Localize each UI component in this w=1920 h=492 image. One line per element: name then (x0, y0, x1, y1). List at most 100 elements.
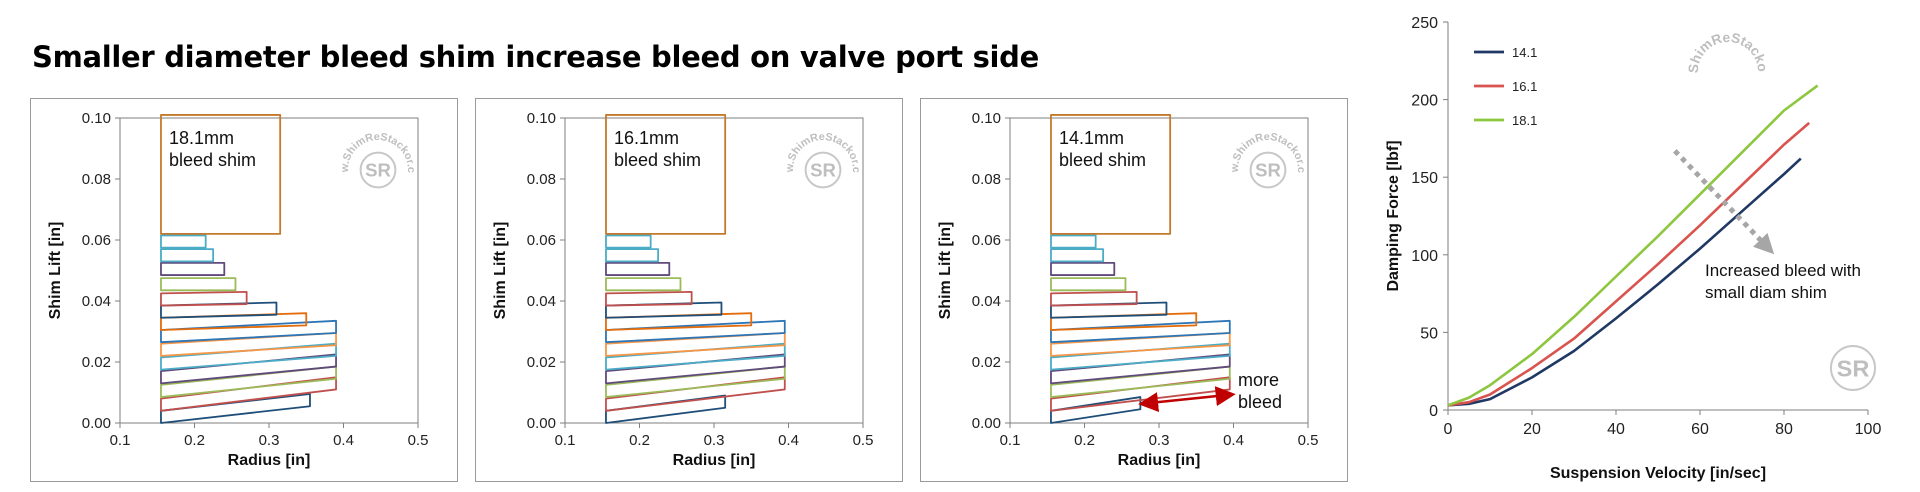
shim-12 (605, 261, 671, 276)
x-tick-label: 0.2 (184, 432, 205, 449)
shim-stack-chart-14mm: 0.00 0.02 0.04 0.06 0.08 0.10 0.1 0.2 0.3 0.4 0.5 R… (920, 98, 1348, 482)
shimrestackor-watermark: SR www.ShimReStackor.com (1380, 0, 1877, 392)
y-tick-label: 0.02 (82, 354, 111, 371)
x-tick-label: 0.5 (1298, 432, 1319, 449)
panel-frame (475, 98, 903, 482)
y-tick-label: 0.10 (527, 110, 556, 127)
more-bleed-arrow (1138, 386, 1236, 413)
shim-annotation-line: 14.1mm (1059, 128, 1124, 148)
watermark-logo-text: SR (1255, 160, 1281, 181)
shim-stack (605, 114, 786, 424)
y-tick-label: 0.06 (82, 232, 111, 249)
y-tick-label: 250 (1411, 15, 1438, 32)
shim-8 (1050, 312, 1198, 331)
x-tick-label: 100 (1855, 421, 1882, 438)
y-axis-label: Damping Force [lbf] (1385, 140, 1402, 291)
shim-13 (160, 248, 215, 263)
x-tick-label: 60 (1691, 421, 1709, 438)
x-tick-label: 0.4 (778, 432, 799, 449)
y-tick-label: 0.10 (82, 110, 111, 127)
shim-annotation-line: 16.1mm (614, 128, 679, 148)
y-tick-label: 0.10 (972, 110, 1001, 127)
shim-9 (160, 301, 278, 319)
watermark-url: www.ShimReStackor.com (1380, 0, 1770, 74)
y-tick-label: 0.06 (972, 232, 1001, 249)
shim-7 (605, 319, 786, 344)
shim-1 (605, 394, 727, 424)
legend-label: 18.1 (1512, 113, 1537, 128)
shim-12 (1050, 261, 1116, 276)
y-tick-label: 0.08 (82, 171, 111, 188)
y-axis-label: Shim Lift [in] (937, 222, 954, 320)
x-tick-label: 20 (1523, 421, 1541, 438)
shim-11 (605, 277, 682, 292)
x-tick-label: 40 (1607, 421, 1625, 438)
shim-8 (605, 312, 753, 331)
page-title: Smaller diameter bleed shim increase ble… (32, 40, 1040, 74)
shim-stack (1050, 114, 1231, 424)
shim-15 (1050, 114, 1172, 235)
x-axis-label: Radius [in] (673, 452, 756, 469)
series-line-18.1 (1447, 84, 1819, 407)
panel-frame (30, 98, 458, 482)
shim-annotation-line: bleed shim (614, 150, 701, 170)
shim-stack-svg: 0.00 0.02 0.04 0.06 0.08 0.10 0.1 0.2 0.3 0.4 0.5 R… (920, 98, 1348, 482)
y-tick-label: 100 (1411, 248, 1438, 265)
watermark-ring (1249, 151, 1287, 189)
x-tick-label: 0.3 (704, 432, 725, 449)
shim-14 (160, 234, 207, 249)
watermark-logo-text: SR (1837, 355, 1870, 381)
y-tick-label: 0.08 (972, 171, 1001, 188)
x-tick-label: 0.4 (333, 432, 354, 449)
shim-12 (160, 261, 226, 276)
watermark-ring (1829, 344, 1877, 392)
legend-label: 14.1 (1512, 45, 1537, 60)
y-tick-label: 150 (1411, 170, 1438, 187)
y-tick-label: 0.04 (82, 293, 111, 310)
bleed-trend-arrow (1672, 149, 1775, 255)
watermark-text: www.ShimReStackor.com (1380, 0, 1770, 74)
shim-11 (1050, 277, 1127, 292)
shim-14 (605, 234, 652, 249)
y-tick-label: 0.08 (527, 171, 556, 188)
shim-8 (160, 312, 308, 331)
y-tick-label: 200 (1411, 93, 1438, 110)
shim-annotation-line: 18.1mm (169, 128, 234, 148)
y-tick-label: 50 (1420, 325, 1438, 342)
shim-7 (160, 319, 337, 344)
y-axis-label: Shim Lift [in] (47, 222, 64, 320)
shim-stack-svg: 0.00 0.02 0.04 0.06 0.08 0.10 0.1 0.2 0.3 0.4 0.5 R… (475, 98, 903, 482)
x-axis-label: Suspension Velocity [in/sec] (1550, 465, 1766, 482)
panel-frame (920, 98, 1348, 482)
shim-10 (1050, 290, 1138, 307)
shim-14 (1050, 234, 1097, 249)
x-tick-label: 0.1 (555, 432, 576, 449)
shim-stack-chart-18mm: 0.00 0.02 0.04 0.06 0.08 0.10 0.1 0.2 0.3 0.4 0.5 R… (30, 98, 458, 482)
y-tick-label: 0.00 (82, 415, 111, 432)
shim-annotation-line: bleed shim (1059, 150, 1146, 170)
watermark-ring (804, 151, 842, 189)
bleed-annotation-line: small diam shim (1705, 283, 1827, 302)
more-bleed-note: more (1238, 370, 1279, 390)
shim-11 (160, 277, 237, 292)
x-axis-label: Radius [in] (1118, 452, 1201, 469)
x-tick-label: 0.2 (1074, 432, 1095, 449)
shim-9 (605, 301, 723, 319)
y-tick-label: 0 (1429, 403, 1438, 420)
y-tick-label: 0.04 (527, 293, 556, 310)
x-tick-label: 0.1 (110, 432, 131, 449)
y-tick-label: 0.02 (972, 354, 1001, 371)
shim-annotation-line: bleed shim (169, 150, 256, 170)
shim-13 (1050, 248, 1105, 263)
shim-7 (1050, 319, 1231, 344)
shim-9 (1050, 301, 1168, 319)
x-tick-label: 80 (1775, 421, 1793, 438)
x-tick-label: 0.3 (259, 432, 280, 449)
shim-15 (160, 114, 282, 235)
shim-stack-svg: 0.00 0.02 0.04 0.06 0.08 0.10 0.1 0.2 0.3 0.4 0.5 R… (30, 98, 458, 482)
shim-13 (605, 248, 660, 263)
damping-force-chart: 0 50 100 150 200 250 0 20 40 60 80 100 Suspension Ve… (1380, 0, 1882, 482)
series-line-14.1 (1447, 157, 1802, 407)
y-tick-label: 0.04 (972, 293, 1001, 310)
y-tick-label: 0.00 (527, 415, 556, 432)
